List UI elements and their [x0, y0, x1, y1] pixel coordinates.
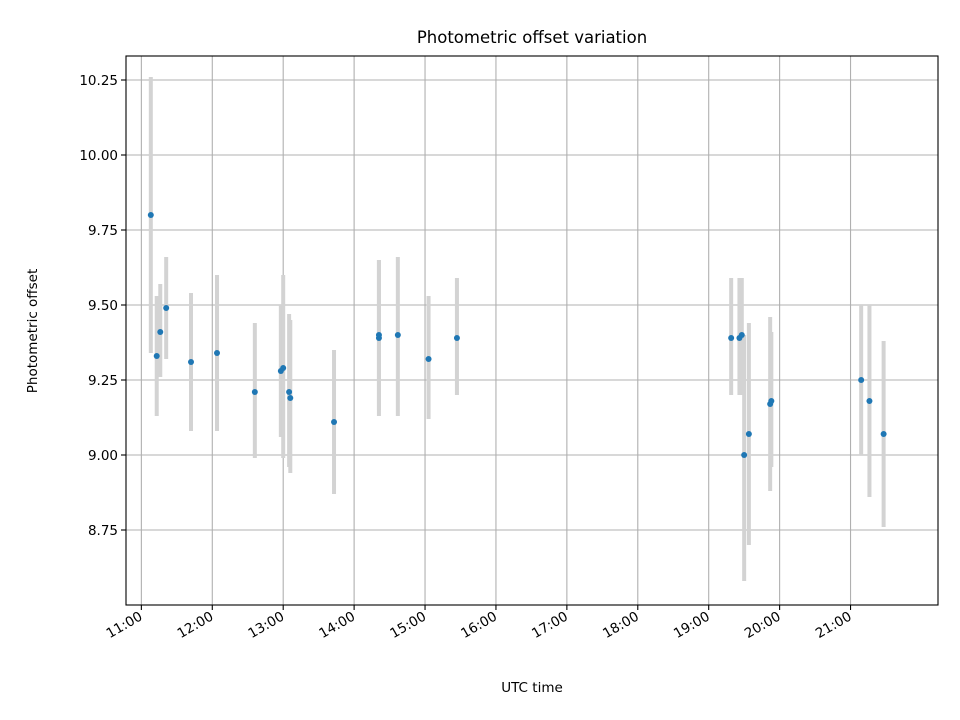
- data-point: [147, 212, 154, 218]
- y-tick-label: 9.75: [88, 223, 118, 239]
- data-point: [738, 332, 745, 338]
- data-point: [157, 329, 164, 335]
- data-point: [728, 335, 735, 341]
- data-point: [163, 305, 170, 311]
- data-point: [866, 398, 873, 404]
- data-point: [331, 419, 338, 425]
- grid-layer: [126, 56, 938, 605]
- data-point: [394, 332, 401, 338]
- y-tick-label: 9.00: [88, 448, 118, 464]
- data-point: [286, 389, 293, 395]
- data-point: [768, 398, 775, 404]
- data-point: [453, 335, 460, 341]
- data-point: [375, 332, 382, 338]
- x-axis-label: UTC time: [501, 680, 563, 696]
- y-tick-label: 9.25: [88, 373, 118, 389]
- data-point: [745, 431, 752, 437]
- chart-title: Photometric offset variation: [417, 28, 647, 47]
- data-point: [280, 365, 287, 371]
- y-tick-label: 8.75: [88, 523, 118, 539]
- data-point: [153, 353, 160, 359]
- data-point: [214, 350, 221, 356]
- plot-frame: [125, 55, 939, 606]
- y-tick-label: 9.50: [88, 298, 118, 314]
- data-point: [741, 452, 748, 458]
- data-point: [880, 431, 887, 437]
- data-point: [858, 377, 865, 383]
- y-tick-label: 10.25: [79, 73, 118, 89]
- data-point: [425, 356, 432, 362]
- y-axis-label: Photometric offset: [25, 269, 41, 393]
- data-point: [188, 359, 195, 365]
- data-point: [287, 395, 294, 401]
- data-point: [251, 389, 258, 395]
- y-tick-label: 10.00: [79, 148, 118, 164]
- point-layer: [147, 212, 887, 458]
